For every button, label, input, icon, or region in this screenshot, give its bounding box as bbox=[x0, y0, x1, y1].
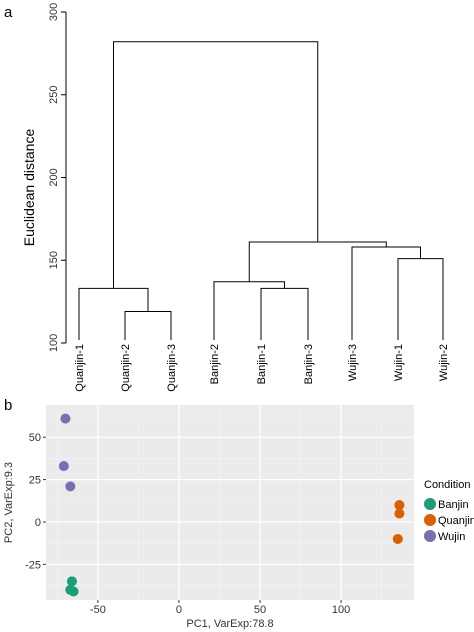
y-tick-label: 50 bbox=[29, 432, 41, 444]
scatter-point-quanjing bbox=[392, 533, 403, 544]
legend-key-banjin bbox=[424, 498, 436, 510]
scatter-point-wujin bbox=[65, 481, 76, 492]
x-tick-label: 100 bbox=[332, 604, 350, 616]
dendrogram-branch bbox=[248, 241, 387, 282]
scatter-point-quanjing bbox=[394, 500, 405, 511]
y-tick-label: -25 bbox=[25, 559, 41, 571]
legend-label: Banjin bbox=[438, 499, 469, 511]
x-tick-label: -50 bbox=[90, 604, 106, 616]
dendrogram-branch bbox=[113, 41, 319, 289]
scatter-point-banjin bbox=[66, 576, 77, 587]
dendrogram-y-tick-label: 100 bbox=[48, 334, 60, 352]
dendrogram-branch bbox=[124, 311, 172, 340]
legend-key-wujin bbox=[424, 530, 436, 542]
y-tick-label: 25 bbox=[29, 475, 41, 487]
x-tick-label: 50 bbox=[254, 604, 266, 616]
scatter-points bbox=[58, 413, 405, 597]
y-tick-label: 0 bbox=[35, 517, 41, 529]
legend: Condition Banjin Quanjing Wujin bbox=[424, 479, 474, 543]
dendrogram-branch bbox=[213, 281, 285, 340]
panel-label-a: a bbox=[4, 4, 13, 21]
dendrogram-leaf-label: Wujin-2 bbox=[438, 344, 450, 381]
scatter-point-quanjing bbox=[394, 508, 405, 519]
dendrogram-leaf-label: Banjin-3 bbox=[303, 344, 315, 384]
dendrogram-y-axis: 100 150 200 250 300 bbox=[48, 3, 67, 352]
dendrogram-leaf-label: Quanjin-3 bbox=[166, 344, 178, 392]
dendrogram-y-tick-label: 200 bbox=[48, 168, 60, 186]
legend-title: Condition bbox=[424, 479, 470, 491]
dendrogram-leaf-label: Quanjin-2 bbox=[120, 344, 132, 392]
dendrogram-leaf-label: Banjin-1 bbox=[256, 344, 268, 384]
plot-gridlines bbox=[46, 405, 414, 600]
panel-label-b: b bbox=[4, 397, 12, 414]
scatter-point-wujin bbox=[58, 461, 69, 472]
x-axis-title: PC1, VarExp:78.8 bbox=[186, 618, 273, 630]
pca-scatter-chart: -50 0 50 100 -25 0 25 50 PC1, VarExp:78.8 PC2, … bbox=[3, 405, 474, 630]
legend-label: Quanjing bbox=[438, 515, 474, 527]
dendrogram-leaf-label: Wujin-3 bbox=[347, 344, 359, 381]
dendrogram-y-tick-label: 150 bbox=[48, 251, 60, 269]
scatter-point-wujin bbox=[60, 413, 71, 424]
legend-key-quanjing bbox=[424, 514, 436, 526]
dendrogram-y-axis-title: Euclidean distance bbox=[21, 129, 37, 247]
plot-background bbox=[46, 405, 414, 600]
dendrogram-leaf-label: Banjin-2 bbox=[209, 344, 221, 384]
dendrogram-branch bbox=[78, 287, 149, 340]
dendrogram-leaf-labels: Quanjin-1 Quanjin-2 Quanjin-3 Banjin-2 Banji… bbox=[74, 344, 450, 392]
legend-label: Wujin bbox=[438, 531, 465, 543]
dendrogram-branches bbox=[78, 41, 444, 340]
axis-tick-labels: -50 0 50 100 -25 0 25 50 bbox=[25, 432, 350, 616]
dendrogram-leaf-label: Wujin-1 bbox=[393, 344, 405, 381]
x-tick-label: 0 bbox=[176, 604, 182, 616]
dendrogram-y-tick-label: 250 bbox=[48, 86, 60, 104]
dendrogram-chart: Euclidean distance 100 150 200 250 300 Quanj… bbox=[21, 3, 450, 392]
dendrogram-branch bbox=[260, 287, 309, 340]
dendrogram-y-tick-label: 300 bbox=[48, 3, 60, 21]
dendrogram-branch bbox=[351, 246, 421, 340]
dendrogram-branch bbox=[397, 258, 444, 340]
dendrogram-leaf-label: Quanjin-1 bbox=[74, 344, 86, 392]
y-axis-title: PC2, VarExp:9.3 bbox=[3, 462, 15, 543]
scatter-point-banjin bbox=[68, 586, 79, 597]
